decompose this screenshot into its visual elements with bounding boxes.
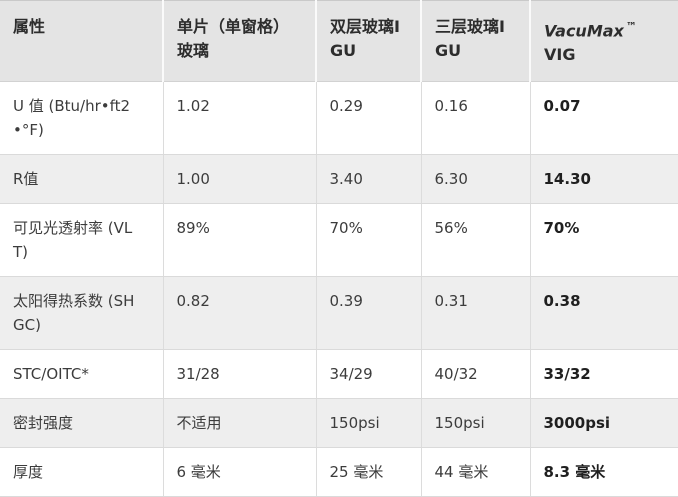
cell-value-vacumax: 8.3 毫米 <box>530 447 678 497</box>
col-header-double-pane-igu: 双层玻璃IGU <box>316 0 422 83</box>
cell-value: 0.16 <box>421 81 531 156</box>
table-row-vlt: 可见光透射率 (VLT) 89% 70% 56% 70% <box>0 203 678 278</box>
cell-value: 6.30 <box>421 154 531 205</box>
cell-value-vacumax: 0.07 <box>530 81 678 156</box>
row-label: 密封强度 <box>0 398 164 449</box>
cell-value: 0.31 <box>421 276 531 351</box>
table-row-r-value: R值 1.00 3.40 6.30 14.30 <box>0 154 678 205</box>
row-label: 厚度 <box>0 447 164 497</box>
row-label: R值 <box>0 154 164 205</box>
cell-value: 89% <box>163 203 317 278</box>
table-row-u-value: U 值 (Btu/hr•ft2•°F) 1.02 0.29 0.16 0.07 <box>0 81 678 156</box>
cell-value-vacumax: 0.38 <box>530 276 678 351</box>
header-row: 属性 单片（单窗格）玻璃 双层玻璃IGU 三层玻璃IGU VacuMax ™ VI… <box>0 0 678 83</box>
row-label: 太阳得热系数 (SHGC) <box>0 276 164 351</box>
cell-value: 34/29 <box>316 349 422 400</box>
trademark-symbol: ™ <box>625 20 637 33</box>
cell-value: 1.02 <box>163 81 317 156</box>
cell-value-vacumax: 14.30 <box>530 154 678 205</box>
row-label: 可见光透射率 (VLT) <box>0 203 164 278</box>
vacumax-brand-name: VacuMax <box>544 21 624 41</box>
cell-value: 0.29 <box>316 81 422 156</box>
col-header-monolithic-glass: 单片（单窗格）玻璃 <box>163 0 317 83</box>
row-label: U 值 (Btu/hr•ft2•°F) <box>0 81 164 156</box>
table-row-stc-oitc: STC/OITC* 31/28 34/29 40/32 33/32 <box>0 349 678 400</box>
col-header-triple-pane-igu: 三层玻璃IGU <box>421 0 531 83</box>
cell-value: 44 毫米 <box>421 447 531 497</box>
row-label: STC/OITC* <box>0 349 164 400</box>
table-row-thickness: 厚度 6 毫米 25 毫米 44 毫米 8.3 毫米 <box>0 447 678 497</box>
cell-value-vacumax: 70% <box>530 203 678 278</box>
cell-value: 0.39 <box>316 276 422 351</box>
cell-value: 1.00 <box>163 154 317 205</box>
col-header-attribute: 属性 <box>0 0 164 83</box>
cell-value: 70% <box>316 203 422 278</box>
vig-product-name: VIG <box>544 45 576 65</box>
cell-value: 6 毫米 <box>163 447 317 497</box>
col-header-vacumax-vig: VacuMax ™ VIG <box>530 0 678 83</box>
table-row-shgc: 太阳得热系数 (SHGC) 0.82 0.39 0.31 0.38 <box>0 276 678 351</box>
cell-value: 0.82 <box>163 276 317 351</box>
table-row-seal-strength: 密封强度 不适用 150psi 150psi 3000psi <box>0 398 678 449</box>
cell-value: 3.40 <box>316 154 422 205</box>
cell-value: 56% <box>421 203 531 278</box>
cell-value-vacumax: 33/32 <box>530 349 678 400</box>
cell-value: 不适用 <box>163 398 317 449</box>
cell-value: 31/28 <box>163 349 317 400</box>
cell-value-vacumax: 3000psi <box>530 398 678 449</box>
cell-value: 25 毫米 <box>316 447 422 497</box>
cell-value: 150psi <box>421 398 531 449</box>
cell-value: 40/32 <box>421 349 531 400</box>
cell-value: 150psi <box>316 398 422 449</box>
